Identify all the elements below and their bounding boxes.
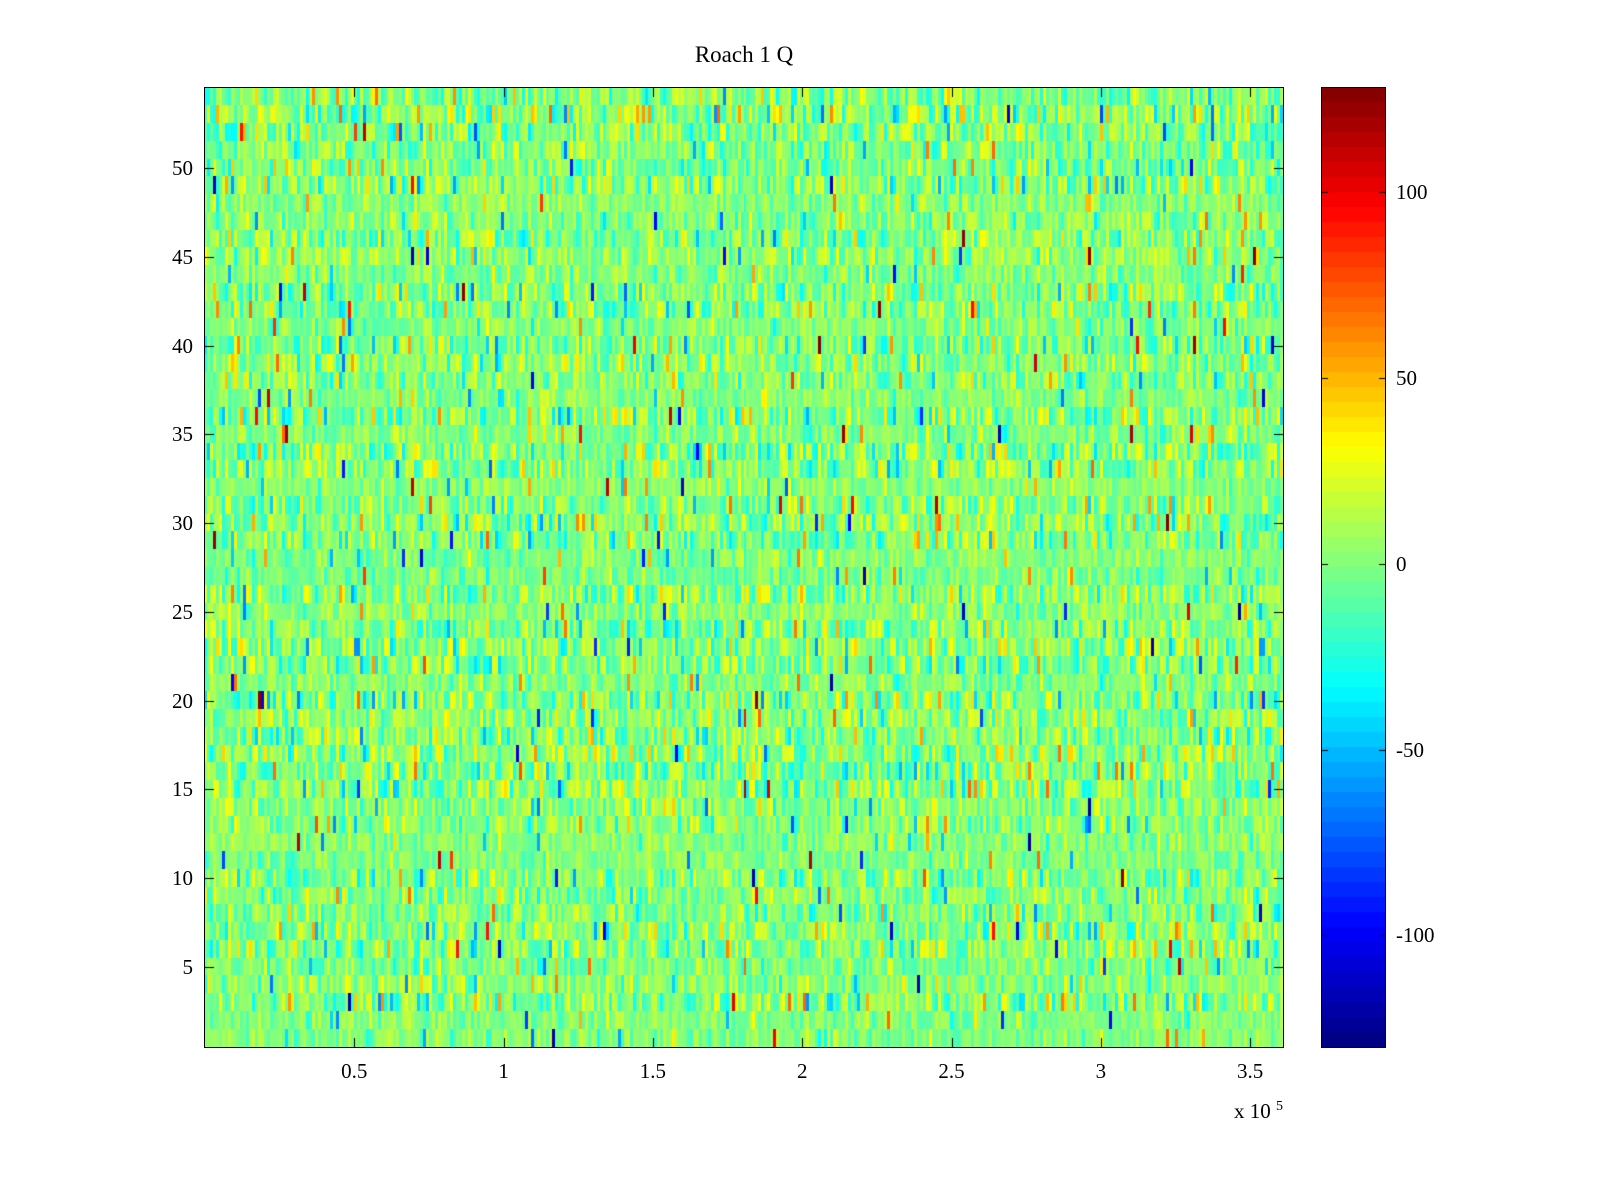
y-axis-tick-label: 10 (172, 866, 193, 891)
x-axis-exponent-prefix: x 10 (1234, 1099, 1271, 1123)
x-axis-exponent-label: x 10 5 (205, 1099, 1283, 1124)
y-axis-tick-label: 30 (172, 511, 193, 536)
x-axis-exponent-power: 5 (1276, 1099, 1283, 1114)
x-axis-tick-label: 1.5 (639, 1059, 667, 1083)
colorbar-tick-label: 0 (1396, 551, 1407, 576)
y-axis-tick-label: 45 (172, 244, 193, 269)
heatmap-canvas (205, 88, 1283, 1047)
x-axis-tick-label: 2 (796, 1059, 808, 1083)
x-axis-tick-label: 3 (1095, 1059, 1107, 1083)
plot-area (204, 87, 1284, 1048)
y-axis-tick-label: 35 (172, 422, 193, 447)
colorbar-tick-label: -100 (1396, 923, 1435, 948)
colorbar-tick-label: -50 (1396, 737, 1424, 762)
y-axis-tick-label: 50 (172, 155, 193, 180)
colorbar-tick-label: 50 (1396, 365, 1417, 390)
colorbar-tick-label: 100 (1396, 180, 1428, 205)
x-axis-tick-label: 3.5 (1237, 1059, 1264, 1083)
y-axis-tick-label: 25 (172, 599, 193, 624)
y-axis-tick-label: 15 (172, 777, 193, 802)
chart-title: Roach 1 Q (694, 42, 794, 67)
colorbar (1321, 87, 1386, 1048)
x-axis-tick-label: 0.5 (341, 1059, 368, 1083)
x-axis-tick-label: 1 (498, 1059, 509, 1083)
y-axis-tick-label: 20 (172, 688, 193, 713)
y-axis-tick-label: 40 (172, 333, 193, 358)
colorbar-canvas (1322, 88, 1385, 1047)
x-axis-tick-label: 2.5 (938, 1059, 965, 1083)
y-axis-tick-label: 5 (182, 955, 194, 980)
